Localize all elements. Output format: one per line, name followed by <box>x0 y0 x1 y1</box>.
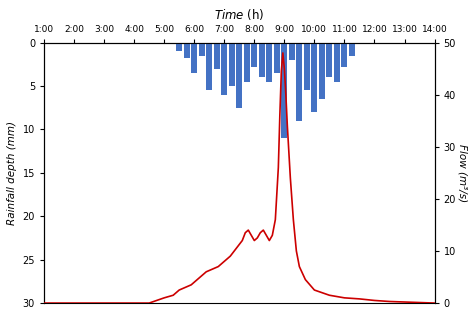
Bar <box>319 43 325 99</box>
Bar <box>214 43 220 69</box>
Bar <box>274 43 280 73</box>
Y-axis label: Rainfall depth (mm): Rainfall depth (mm) <box>7 121 17 225</box>
Title: $\it{Time}$ (h): $\it{Time}$ (h) <box>214 7 264 22</box>
Bar <box>334 43 340 82</box>
Bar <box>289 43 295 60</box>
Bar <box>191 43 197 73</box>
Bar <box>199 43 205 56</box>
Bar <box>311 43 318 112</box>
Bar <box>229 43 235 86</box>
Bar <box>282 43 287 138</box>
Bar <box>184 43 190 58</box>
Bar <box>296 43 302 121</box>
Bar <box>349 43 355 56</box>
Bar <box>341 43 347 67</box>
Bar <box>244 43 250 82</box>
Bar <box>304 43 310 90</box>
Bar <box>206 43 212 90</box>
Bar <box>236 43 242 108</box>
Bar <box>327 43 332 77</box>
Bar <box>221 43 227 94</box>
Bar <box>259 43 265 77</box>
Bar <box>266 43 273 82</box>
Y-axis label: Flow (m³/s): Flow (m³/s) <box>457 144 467 202</box>
Bar <box>251 43 257 67</box>
Bar <box>176 43 182 51</box>
